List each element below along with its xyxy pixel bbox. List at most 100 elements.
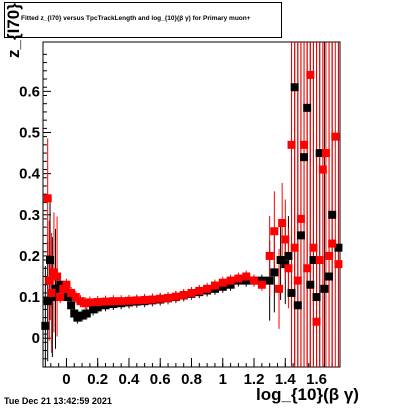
red-data-point	[101, 297, 110, 306]
black-data-point	[48, 293, 57, 302]
red-data-point	[306, 70, 315, 79]
black-data-point	[334, 243, 343, 252]
red-data-point	[56, 293, 65, 302]
black-data-point	[73, 313, 82, 322]
red-data-point	[71, 293, 80, 302]
x-tick-label: 1.4	[275, 371, 297, 388]
red-data-point	[210, 281, 219, 290]
red-data-point	[265, 251, 274, 260]
red-data-point	[328, 239, 337, 248]
red-data-point	[109, 297, 118, 306]
y-tick-label: 0.2	[19, 248, 40, 265]
red-data-point	[156, 294, 165, 303]
black-data-point	[64, 293, 73, 302]
chart-title: Fitted z_{I70} versus TpcTrackLength and…	[21, 15, 251, 22]
red-data-point	[49, 268, 58, 277]
black-data-point	[218, 282, 227, 291]
x-axis-label: log_{10}(β γ)	[256, 385, 359, 404]
red-data-point	[321, 149, 330, 158]
red-data-point	[179, 291, 188, 300]
red-data-point	[76, 297, 85, 306]
black-data-point	[51, 284, 60, 293]
black-data-point	[276, 256, 285, 265]
red-data-point	[117, 297, 126, 306]
red-data-point	[300, 140, 309, 149]
red-data-point	[43, 194, 52, 203]
black-data-point	[265, 276, 274, 285]
red-data-point	[187, 288, 196, 297]
x-tick-label: 0.4	[119, 371, 141, 388]
y-tick-label: 0.1	[19, 289, 40, 306]
black-data-point	[70, 309, 79, 318]
x-tick-label: 0.8	[181, 371, 202, 388]
black-data-point	[312, 293, 321, 302]
x-tick-label: 1.6	[306, 371, 327, 388]
red-data-point	[318, 165, 327, 174]
red-data-point	[140, 295, 149, 304]
red-data-point	[93, 298, 102, 306]
black-data-point	[242, 276, 251, 285]
red-data-point	[85, 298, 94, 307]
red-data-point	[218, 278, 227, 287]
y-tick-label: 0	[32, 330, 40, 347]
black-data-point	[78, 311, 87, 320]
red-data-point	[171, 292, 180, 301]
red-data-point	[325, 251, 334, 260]
red-data-point	[45, 276, 54, 285]
red-data-point	[81, 299, 90, 308]
black-data-point	[309, 256, 318, 265]
red-data-point	[290, 243, 299, 252]
y-tick-label: 0.5	[19, 125, 40, 142]
red-data-point	[257, 280, 266, 289]
black-data-point	[306, 280, 315, 289]
x-tick-label: 0.2	[87, 371, 108, 388]
x-tick-label: 0.6	[150, 371, 171, 388]
black-data-point	[46, 256, 55, 265]
red-data-point	[124, 296, 133, 305]
black-data-point	[281, 260, 290, 269]
black-data-point	[300, 153, 309, 162]
red-data-point	[309, 243, 318, 252]
red-data-point	[59, 284, 68, 293]
black-data-point	[290, 83, 299, 92]
black-data-point	[41, 321, 50, 330]
red-data-point	[293, 276, 302, 285]
red-data-point	[195, 286, 204, 295]
red-data-point	[334, 260, 343, 269]
y-tick-label: 0.4	[19, 166, 41, 183]
black-data-point	[43, 297, 52, 306]
black-data-point	[56, 280, 65, 289]
red-data-point	[315, 256, 324, 265]
red-data-point	[242, 272, 251, 281]
red-data-point	[331, 132, 340, 141]
red-data-point	[164, 293, 173, 302]
red-data-point	[47, 288, 56, 297]
red-data-point	[284, 264, 293, 273]
x-tick-label: 1	[219, 371, 227, 388]
y-axis: 0 0.1 0.2 0.3 0.4 0.5 0.6	[19, 53, 51, 360]
red-data-point	[148, 295, 157, 304]
red-data-point	[67, 288, 76, 297]
red-data-point	[296, 214, 305, 223]
black-data-point	[67, 301, 76, 310]
red-data-point	[62, 280, 71, 289]
black-data-point	[320, 284, 329, 293]
data-points	[41, 70, 343, 330]
black-data-point	[315, 149, 324, 158]
red-data-point	[203, 284, 212, 293]
red-data-point	[53, 272, 62, 281]
x-axis: 0 0.2 0.4 0.6 0.8 1 1.2 1.4 1.6	[42, 358, 333, 388]
black-data-point	[303, 103, 312, 112]
y-axis-label: z_{I70}	[4, 3, 23, 58]
black-data-point	[89, 305, 98, 314]
black-data-point	[82, 309, 91, 318]
timestamp: Tue Dec 21 13:42:59 2021	[4, 396, 112, 406]
red-data-point	[303, 264, 312, 273]
black-data-point	[226, 280, 235, 289]
black-data-point	[270, 268, 279, 277]
red-data-point	[281, 235, 290, 244]
black-data-point	[325, 272, 334, 281]
black-data-point	[287, 288, 296, 297]
red-data-point	[275, 284, 284, 293]
